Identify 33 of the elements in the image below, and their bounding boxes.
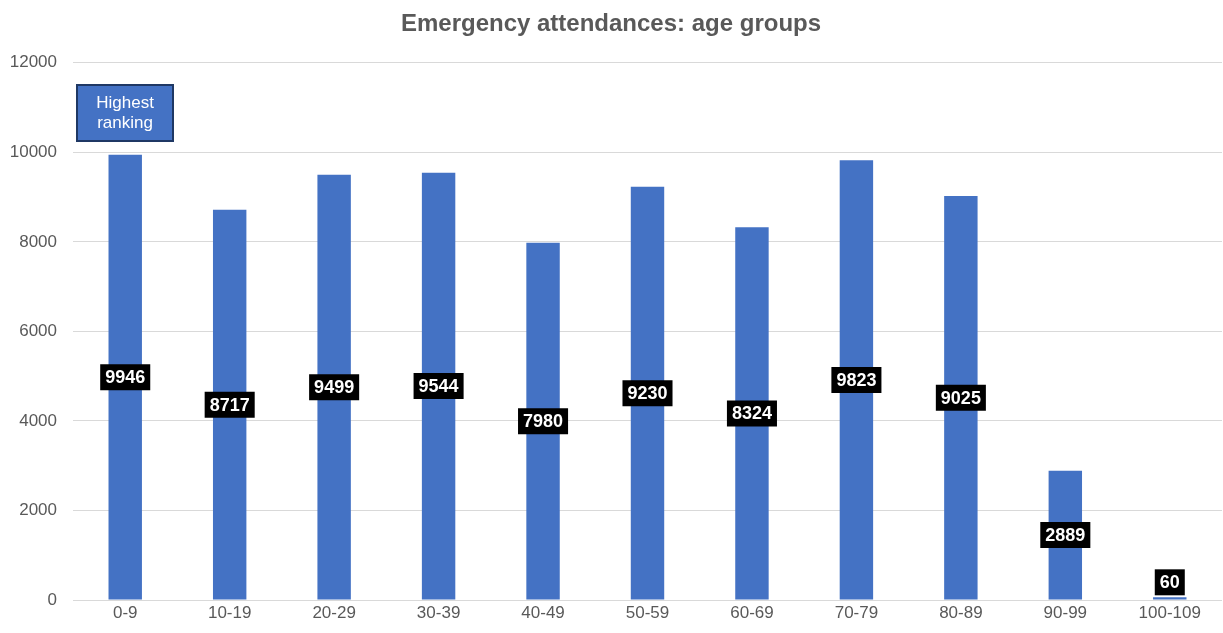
x-tick-label: 60-69 <box>730 602 774 622</box>
y-tick-label: 2000 <box>19 500 57 520</box>
y-tick-label: 8000 <box>19 231 57 251</box>
data-label: 9823 <box>836 369 877 390</box>
data-label: 7980 <box>523 411 564 432</box>
x-tick-label: 70-79 <box>834 602 879 622</box>
x-tick-label: 30-39 <box>416 602 461 622</box>
x-tick-label: 100-109 <box>1138 602 1201 622</box>
data-label: 8324 <box>731 403 772 424</box>
y-tick-label: 6000 <box>19 321 57 341</box>
x-tick-label: 0-9 <box>112 602 138 622</box>
x-tick-label: 80-89 <box>939 602 983 622</box>
data-label: 9946 <box>105 367 146 388</box>
x-tick-label: 40-49 <box>521 602 565 622</box>
data-label: 9025 <box>940 387 981 408</box>
data-label: 60 <box>1159 572 1180 593</box>
data-label: 9544 <box>418 376 459 397</box>
data-label: 2889 <box>1045 525 1086 546</box>
y-tick-label: 4000 <box>19 410 57 430</box>
annotation: Highest ranking <box>96 92 154 132</box>
data-label: 9499 <box>314 377 355 398</box>
x-tick-label: 20-29 <box>312 602 356 622</box>
y-tick-label: 0 <box>47 589 57 609</box>
callout-box: Highest ranking <box>76 83 174 142</box>
data-label: 8717 <box>209 394 250 415</box>
y-tick-label: 12000 <box>9 52 57 72</box>
y-tick-label: 10000 <box>9 142 57 162</box>
chart-title: Emergency attendances: age groups <box>400 9 822 37</box>
x-tick-label: 90-99 <box>1043 602 1088 622</box>
data-label: 9230 <box>627 383 668 404</box>
x-tick-label: 10-19 <box>207 602 252 622</box>
x-tick-label: 50-59 <box>625 602 670 622</box>
bar <box>1153 597 1187 600</box>
